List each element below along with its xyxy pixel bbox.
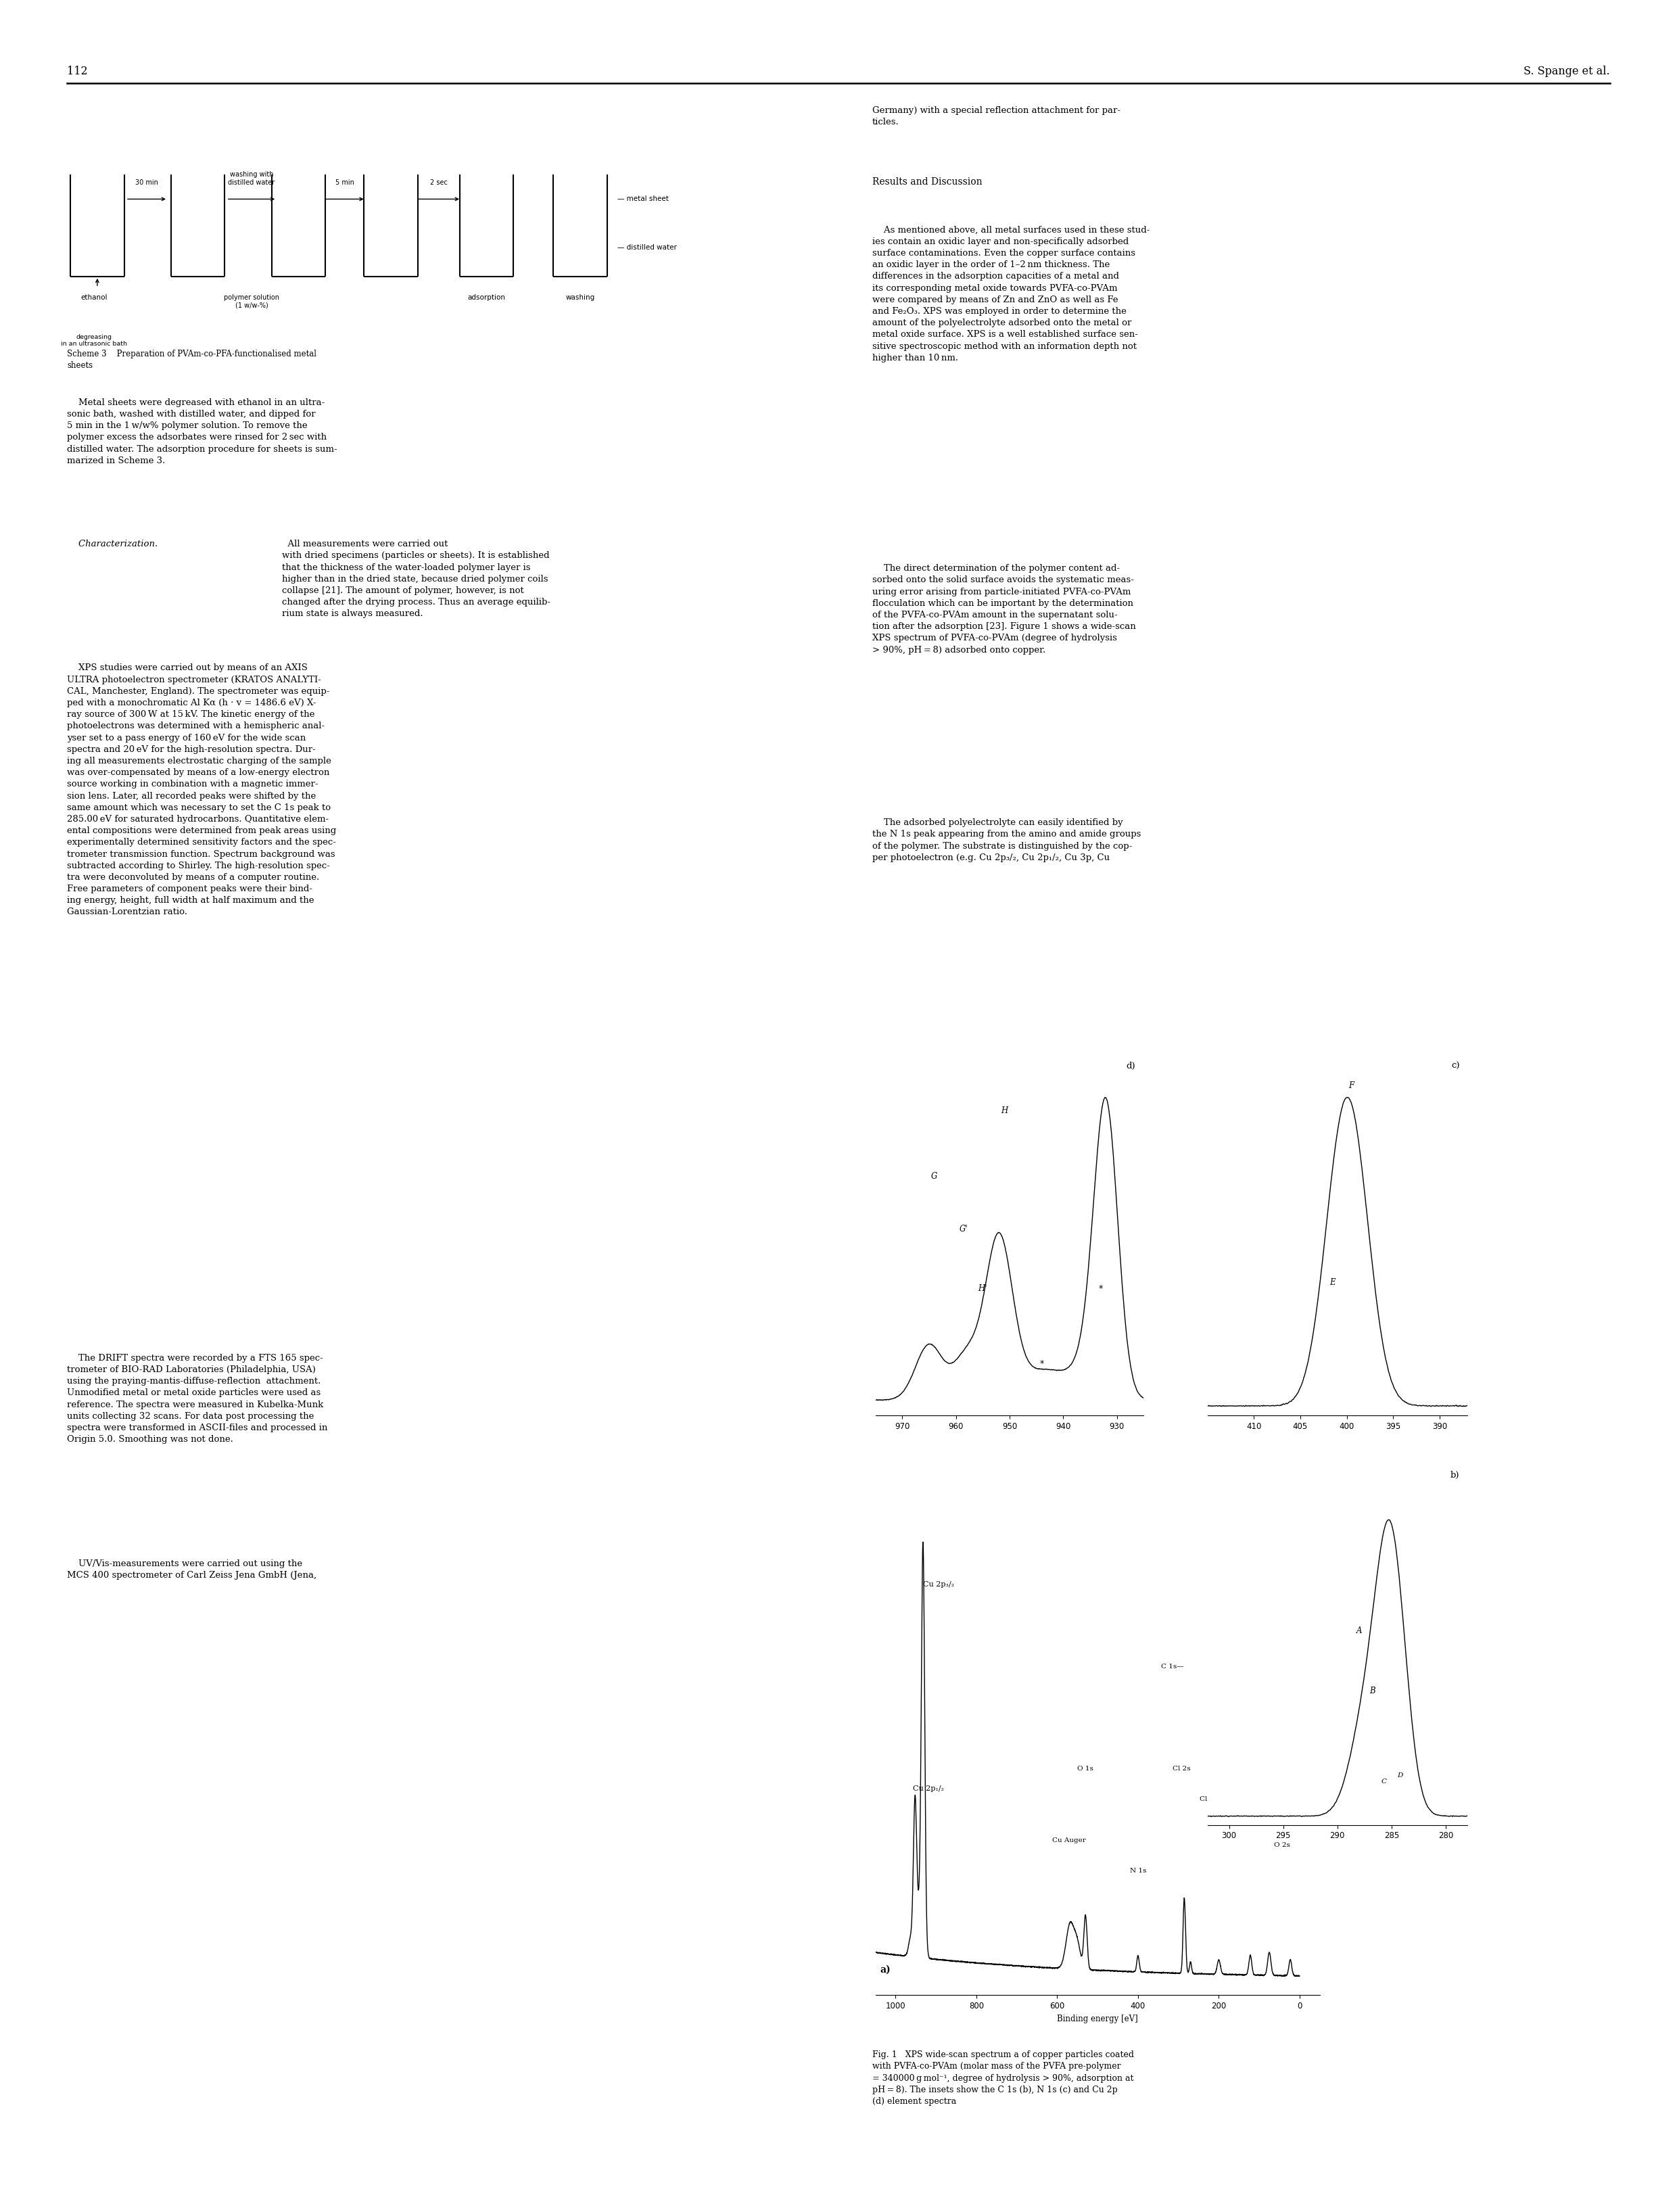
Text: O 2s: O 2s	[1275, 1843, 1290, 1849]
Text: Germany) with a special reflection attachment for par-
ticles.: Germany) with a special reflection attac…	[872, 106, 1120, 126]
Text: C 1s—: C 1s—	[1160, 1663, 1184, 1670]
Text: Cu 2p₁/₂: Cu 2p₁/₂	[912, 1785, 944, 1792]
Text: All measurements were carried out
with dried specimens (particles or sheets). It: All measurements were carried out with d…	[282, 540, 550, 619]
Text: Cl 2p: Cl 2p	[1199, 1796, 1219, 1803]
Text: O 1s: O 1s	[1077, 1765, 1093, 1772]
Text: As mentioned above, all metal surfaces used in these stud-
ies contain an oxidic: As mentioned above, all metal surfaces u…	[872, 226, 1149, 363]
Text: Cu Auger: Cu Auger	[1053, 1838, 1087, 1843]
Text: c): c)	[1451, 1062, 1459, 1071]
Text: The DRIFT spectra were recorded by a FTS 165 spec-
trometer of BIO-RAD Laborator: The DRIFT spectra were recorded by a FTS…	[67, 1354, 327, 1444]
Text: *: *	[1040, 1358, 1043, 1367]
Text: G: G	[931, 1172, 937, 1181]
Text: G': G'	[959, 1225, 968, 1234]
Text: d): d)	[1127, 1062, 1135, 1071]
Text: E: E	[1330, 1279, 1335, 1287]
Text: washing with
distilled water: washing with distilled water	[228, 170, 275, 186]
Text: — distilled water: — distilled water	[617, 243, 676, 252]
Text: washing: washing	[565, 294, 595, 301]
Text: Scheme 3    Preparation of PVAm-co-PFA-functionalised metal
sheets: Scheme 3 Preparation of PVAm-co-PFA-func…	[67, 349, 317, 369]
Text: UV/Vis-measurements were carried out using the
MCS 400 spectrometer of Carl Zeis: UV/Vis-measurements were carried out usi…	[67, 1559, 317, 1579]
Text: polymer solution
(1 w/w-%): polymer solution (1 w/w-%)	[223, 294, 280, 310]
Text: b): b)	[1451, 1471, 1459, 1480]
Text: A: A	[1357, 1626, 1362, 1635]
Text: degreasing
in an ultrasonic bath: degreasing in an ultrasonic bath	[60, 334, 127, 347]
Text: Cl 2s: Cl 2s	[1172, 1765, 1191, 1772]
Text: 2 sec: 2 sec	[429, 179, 448, 186]
Text: Cu 3p: Cu 3p	[1248, 1816, 1269, 1823]
Text: 112: 112	[67, 66, 87, 77]
Text: D: D	[1397, 1772, 1404, 1778]
Text: — metal sheet: — metal sheet	[617, 195, 669, 204]
Text: XPS studies were carried out by means of an AXIS
ULTRA photoelectron spectromete: XPS studies were carried out by means of…	[67, 664, 337, 916]
Text: N 1s: N 1s	[1130, 1867, 1147, 1874]
Text: adsorption: adsorption	[468, 294, 505, 301]
Text: 30 min: 30 min	[136, 179, 158, 186]
Text: The adsorbed polyelectrolyte can easily identified by
the N 1s peak appearing fr: The adsorbed polyelectrolyte can easily …	[872, 818, 1140, 863]
Text: B: B	[1368, 1686, 1375, 1694]
Text: Metal sheets were degreased with ethanol in an ultra-
sonic bath, washed with di: Metal sheets were degreased with ethanol…	[67, 398, 337, 465]
Text: Cu 2p₃/₂: Cu 2p₃/₂	[922, 1582, 954, 1588]
Text: H: H	[1001, 1106, 1008, 1115]
Text: C: C	[1382, 1778, 1387, 1785]
Text: S. Spange et al.: S. Spange et al.	[1524, 66, 1610, 77]
Text: ethanol: ethanol	[80, 294, 107, 301]
Text: Cu 3s: Cu 3s	[1231, 1816, 1251, 1823]
Text: The direct determination of the polymer content ad-
sorbed onto the solid surfac: The direct determination of the polymer …	[872, 564, 1135, 655]
Text: Results and Discussion: Results and Discussion	[872, 177, 983, 186]
Text: a): a)	[880, 1964, 890, 1975]
X-axis label: Binding energy [eV]: Binding energy [eV]	[1057, 2015, 1139, 2024]
Text: *: *	[1098, 1285, 1103, 1294]
Text: H': H'	[978, 1285, 988, 1294]
Text: 5 min: 5 min	[335, 179, 354, 186]
Text: Characterization.: Characterization.	[67, 540, 158, 549]
Text: Fig. 1   XPS wide-scan spectrum a of copper particles coated
with PVFA-co-PVAm (: Fig. 1 XPS wide-scan spectrum a of coppe…	[872, 2051, 1134, 2106]
Text: F: F	[1348, 1082, 1353, 1091]
